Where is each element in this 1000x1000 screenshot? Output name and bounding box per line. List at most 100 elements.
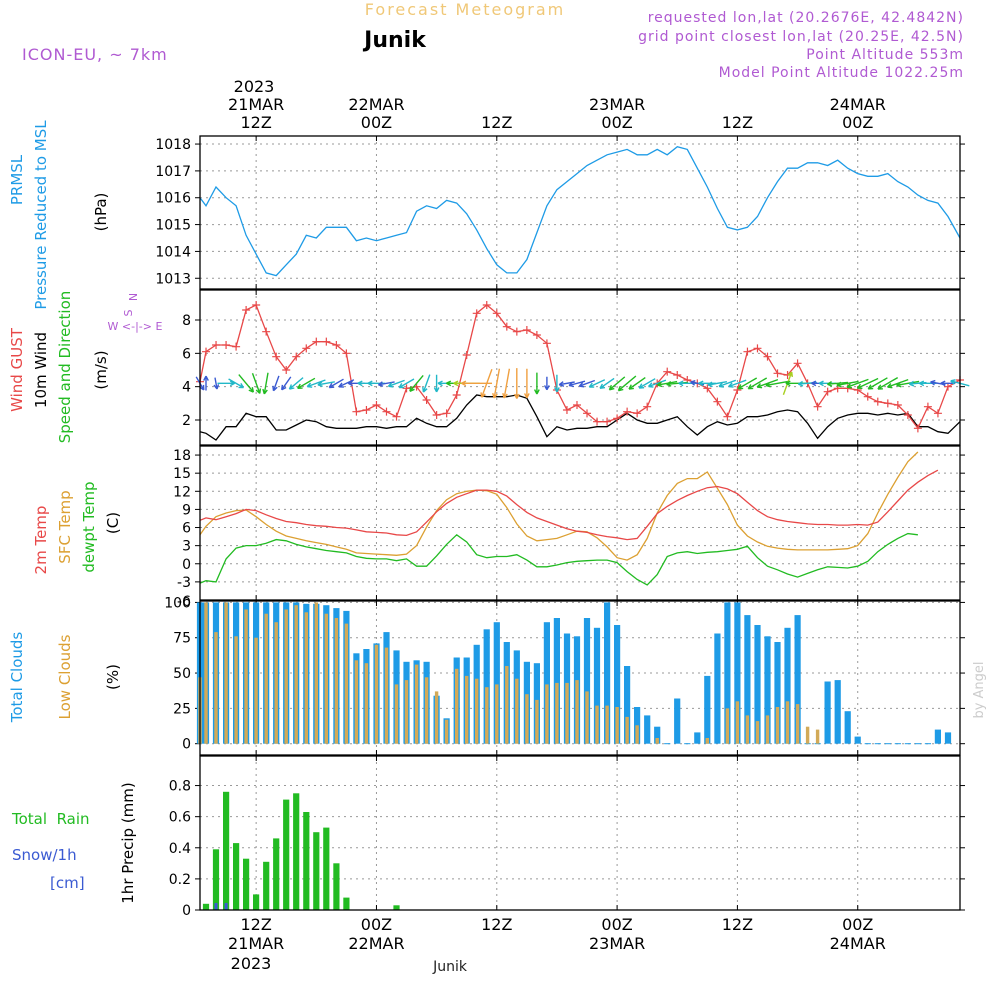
total-cloud-bar-29 [483, 629, 490, 744]
wind-arrow-13 [317, 381, 335, 387]
total-cloud-bar-74 [934, 729, 941, 744]
pressure-ytick-label-3: 1016 [155, 191, 191, 207]
low-cloud-bar-56 [755, 721, 760, 744]
wind-gust-label: Wind GUST [8, 327, 26, 412]
wind-arrow-50 [690, 380, 705, 386]
clouds-ytick-label-0: 0 [182, 737, 191, 753]
sfc-temp-line [199, 451, 919, 561]
gust-marker-28 [472, 309, 481, 318]
gust-marker-6 [252, 301, 261, 309]
low-cloud-bar-16 [354, 660, 359, 744]
wind-arrow-41 [599, 377, 615, 389]
temp-ytick-label-4: 9 [182, 502, 191, 518]
bottom-date-label-0: 21MAR [228, 934, 284, 953]
wind-arrow-71 [896, 380, 920, 388]
precip-ytick-label-3: 0.6 [169, 810, 191, 826]
wind-arrow-69 [877, 376, 899, 390]
low-cloud-bar-8 [274, 622, 278, 744]
low-cloud-bar-42 [615, 707, 619, 744]
wind-arrow-8 [272, 375, 280, 392]
low-cloud-bar-39 [585, 691, 589, 744]
low-cloud-bar-27 [465, 675, 469, 744]
low-cloud-bar-1 [204, 602, 208, 744]
low-cloud-bar-21 [404, 680, 409, 744]
gust-marker-74 [933, 409, 942, 418]
clouds-ytick-label-4: 100 [164, 595, 191, 611]
top-date-label-3: 23MAR [589, 95, 645, 114]
low-cloud-bar-19 [384, 647, 389, 744]
low-cloud-bar-20 [394, 684, 399, 744]
low-cloud-bar-17 [364, 663, 369, 744]
gust-marker-45 [643, 402, 652, 411]
low-cloud-bar-3 [224, 602, 228, 744]
total-cloud-bar-56 [754, 625, 761, 744]
gust-marker-68 [873, 397, 882, 406]
wind-unit: (m/s) [92, 350, 110, 389]
gust-marker-17 [362, 406, 371, 414]
wind-arrow-24 [433, 374, 440, 393]
wind-arrow-18 [367, 380, 386, 387]
gust-marker-31 [502, 322, 511, 331]
top-time-label-5: 00Z [842, 113, 873, 132]
wind-arrow-32 [513, 368, 520, 399]
gust-marker-29 [482, 301, 491, 309]
precip-ytick-label-4: 0.8 [169, 779, 191, 795]
low-cloud-bar-30 [495, 684, 499, 744]
low-cloud-bar-40 [595, 705, 599, 744]
gust-marker-32 [512, 327, 521, 336]
low-cloud-bar-57 [765, 715, 770, 744]
total-cloud-bar-41 [604, 602, 611, 744]
dewpoint-line [199, 532, 918, 586]
rain-bar-12 [323, 827, 330, 910]
pressure-line [199, 145, 961, 277]
low-cloud-bar-11 [304, 612, 308, 744]
temp-ytick-label-6: 15 [173, 466, 191, 482]
total-cloud-bar-60 [794, 615, 801, 744]
total-cloud-bar-30 [493, 622, 500, 744]
gust-marker-70 [893, 401, 902, 409]
temp-ytick-label-0: -3 [177, 575, 191, 591]
total-cloud-bar-39 [583, 618, 591, 744]
low-cloud-bar-36 [555, 682, 559, 744]
gust-marker-7 [262, 327, 271, 336]
top-time-label-0: 12Z [240, 113, 271, 132]
wind-arrow-58 [765, 380, 790, 388]
low-cloud-bar-9 [284, 609, 288, 744]
temp-ytick-clipped: -6 [177, 594, 191, 610]
grid-point-coords: grid point closest lon,lat (20.25E, 42.5… [638, 29, 964, 45]
gust-marker-37 [562, 406, 571, 414]
total-cloud-bar-55 [744, 615, 751, 744]
rain-bar-8 [283, 799, 290, 910]
rain-bar-9 [293, 793, 300, 910]
year-label-top: 2023 [234, 77, 275, 96]
gust-marker-12 [312, 337, 321, 346]
bottom-time-label-2: 12Z [481, 915, 512, 934]
wind-arrow-51 [698, 380, 716, 387]
wind-arrow-29 [480, 369, 493, 398]
model-altitude: Model Point Altitude 1022.25m [719, 65, 964, 81]
gust-marker-58 [773, 369, 782, 378]
low-clouds-label: Low Clouds [56, 634, 74, 719]
compass-n: N [127, 293, 140, 301]
top-date-label-1: 22MAR [348, 95, 404, 114]
gust-marker-16 [352, 407, 361, 416]
precip-ytick-label-2: 0.4 [169, 841, 191, 857]
temp-sfc-label: SFC Temp [56, 490, 74, 563]
gust-marker-21 [402, 384, 411, 393]
footer-location: Junik [432, 959, 468, 975]
pressure-ytick-label-4: 1017 [155, 164, 191, 180]
wind-arrow-4 [228, 378, 245, 389]
wind-arrow-68 [867, 377, 888, 390]
wind-speed-line [199, 394, 961, 441]
top-time-label-1: 00Z [361, 113, 392, 132]
rain-label: Total Rain [11, 810, 90, 828]
low-cloud-bar-6 [254, 637, 258, 744]
total-cloud-bar-66 [854, 736, 861, 744]
temperature-panel: -3 0 3 6 9 12 15 18 -6 [173, 445, 965, 610]
clouds-ytick-label-2: 50 [173, 666, 191, 682]
total-cloud-bar-59 [784, 627, 791, 744]
bottom-date-label-5: 24MAR [830, 934, 886, 953]
wind-arrow-7 [262, 372, 269, 395]
pressure-panel: 1013 1014 1015 1016 1017 1018 [155, 135, 965, 290]
gust-marker-40 [593, 417, 602, 426]
